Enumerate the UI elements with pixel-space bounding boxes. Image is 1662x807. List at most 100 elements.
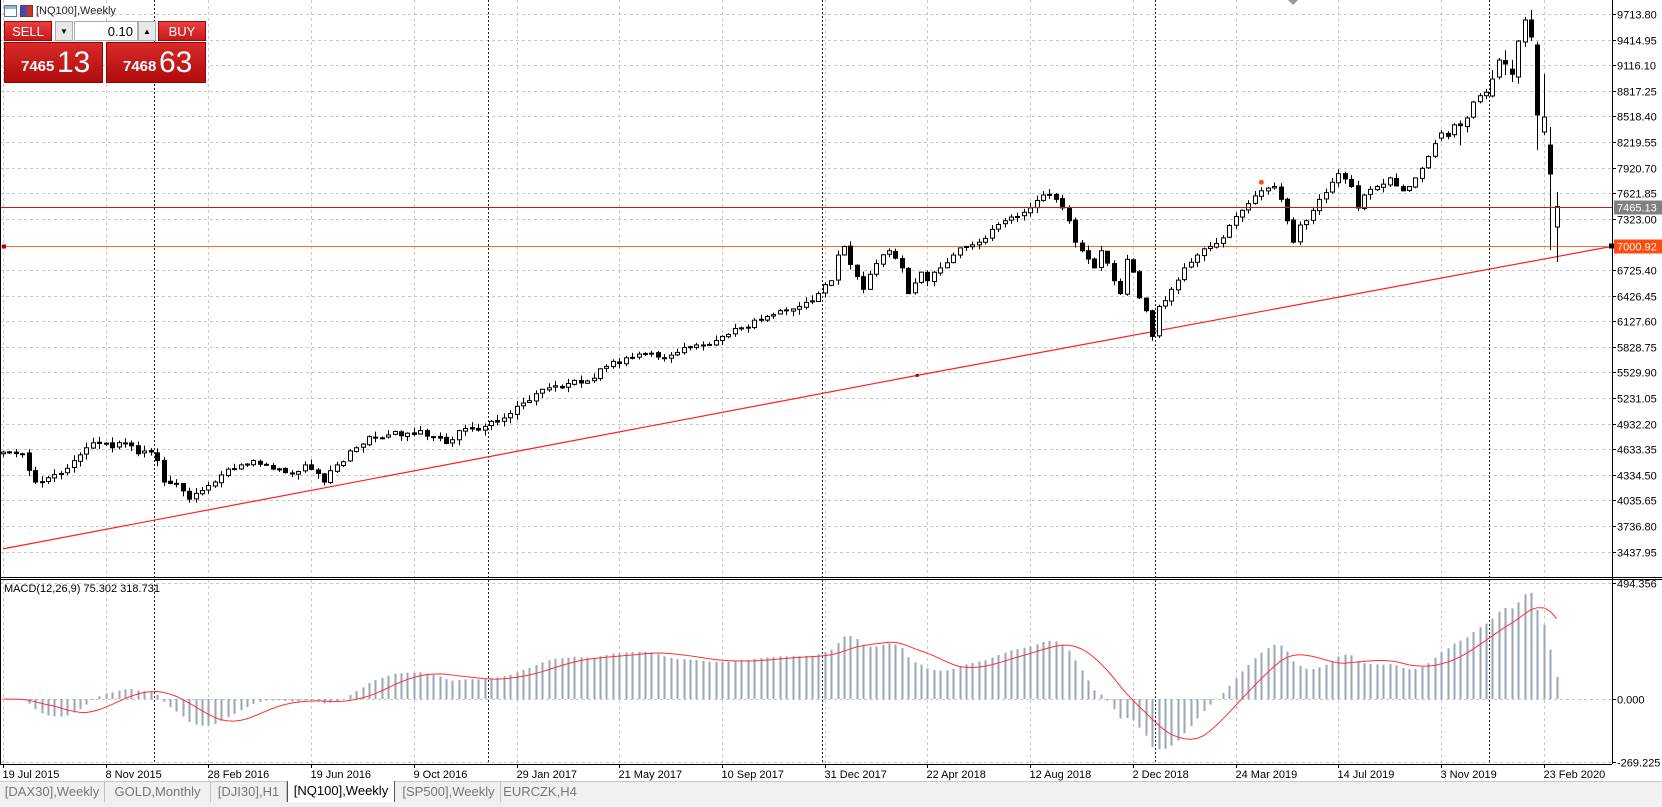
price-axis-label: 9414.95 [1617,36,1657,48]
bullish-candle [65,467,70,474]
sell-button[interactable]: SELL [4,21,52,41]
bullish-candle [964,245,969,248]
bullish-candle [1490,78,1495,97]
buy-price-box[interactable]: 7468 63 [106,42,206,83]
bullish-candle [1523,19,1528,43]
bearish-candle [168,480,173,485]
bearish-candle [861,276,866,290]
bearish-candle [1144,297,1149,312]
bearish-candle [1548,144,1553,175]
bullish-candle [1433,143,1438,157]
bullish-candle [624,357,629,365]
bearish-candle [97,441,102,444]
bearish-candle [174,482,179,485]
bullish-candle [1381,183,1386,188]
bullish-candle [1407,185,1412,191]
bearish-candle [373,436,378,439]
bearish-candle [1401,186,1406,192]
bearish-candle [1343,173,1348,180]
bullish-candle [1471,101,1476,118]
bullish-candle [303,464,308,472]
bullish-candle [637,353,642,358]
bullish-candle [547,387,552,391]
bearish-candle [579,380,584,384]
price-axis-label: 7920.70 [1617,164,1657,176]
macd-signal-line [2,607,1558,740]
tab-dji30-h1[interactable]: [DJI30],H1 [211,782,287,802]
date-axis-label: 2 Dec 2018 [1133,769,1189,781]
bullish-candle [675,351,680,356]
bullish-candle [1157,305,1162,337]
bullish-candle [1298,224,1303,243]
bullish-candle [59,472,64,475]
tab-gold-monthly[interactable]: GOLD,Monthly [105,782,211,802]
bullish-candle [771,314,776,317]
trendline-anchor-point[interactable] [915,373,919,377]
bullish-candle [726,333,731,338]
bearish-candle [1458,123,1463,127]
bearish-candle [1086,250,1091,260]
lot-decrease-button[interactable]: ▼ [55,21,73,41]
bullish-candle [1484,91,1489,97]
bullish-candle [251,460,256,466]
sell-price-box[interactable]: 7465 13 [4,42,103,83]
bullish-candle [649,352,654,355]
bearish-candle [560,385,565,389]
bullish-candle [874,263,879,275]
bullish-candle [1336,173,1341,184]
bullish-candle [938,267,943,274]
lot-increase-button[interactable]: ▲ [138,21,156,41]
bearish-candle [123,442,128,445]
status-strip [0,802,1662,807]
sell-price-pips: 13 [57,46,91,79]
bullish-candle [1208,245,1213,249]
bullish-candle [1202,248,1207,257]
trendline-end-point[interactable] [1609,243,1614,249]
price-axis-label: 4633.35 [1617,445,1657,457]
bullish-candle [1240,209,1245,218]
bullish-candle [919,271,924,283]
bullish-candle [1388,177,1393,186]
bullish-candle [1362,194,1367,210]
level-line-anchor-point[interactable] [2,244,6,249]
bullish-candle [1015,215,1020,218]
price-chart[interactable]: 9713.80 9414.95 9116.10 8817.25 8518.40 8219.… [0,0,1662,781]
one-click-trading-icon[interactable] [20,5,33,17]
level-price-label-bg [1614,239,1662,254]
date-axis-label: 29 Jan 2017 [517,769,578,781]
bearish-candle [1105,250,1110,264]
bullish-candle [386,434,391,438]
chart-shift-marker-icon[interactable] [1288,0,1298,5]
bullish-candle [598,368,603,380]
bullish-candle [226,468,231,477]
bearish-candle [322,473,327,483]
bullish-candle [1259,190,1264,197]
bearish-candle [476,427,481,431]
bearish-candle [14,451,19,455]
bullish-candle [1426,156,1431,169]
bid-price-label: 7465.13 [1617,203,1657,215]
bullish-candle [990,228,995,239]
tab-dax30-weekly[interactable]: [DAX30],Weekly [0,782,105,802]
bullish-candle [585,380,590,384]
bullish-candle [829,280,834,286]
bullish-candle [1227,224,1232,238]
bullish-candle [380,437,385,440]
bearish-candle [290,472,295,475]
tab-eurczk-h4[interactable]: EURCZK,H4 [503,784,577,799]
bearish-candle [925,271,930,282]
buy-button[interactable]: BUY [158,21,206,41]
price-axis-label: 4932.20 [1617,420,1657,432]
bearish-candle [1073,219,1078,243]
bullish-candle [361,443,366,448]
lot-size-input[interactable]: 0.10 [74,21,138,41]
bullish-candle [1478,95,1483,103]
bullish-candle [463,427,468,432]
tab-nq100-weekly[interactable]: [NQ100],Weekly [287,781,395,803]
tab-sp500-weekly[interactable]: [SP500],Weekly [397,782,501,802]
bearish-candle [277,468,282,471]
bullish-candle [688,346,693,349]
bearish-candle [784,309,789,312]
bullish-candle [232,468,237,471]
support-trendline[interactable] [2,245,1612,550]
